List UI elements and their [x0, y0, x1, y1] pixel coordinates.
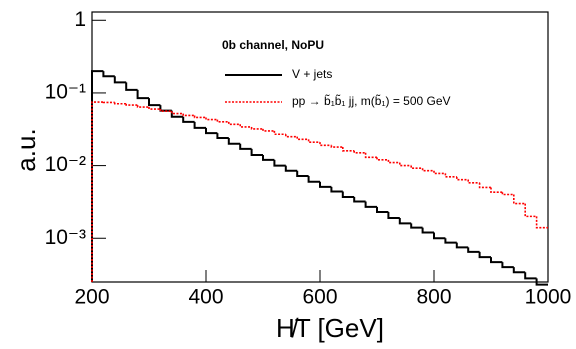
- hist-step: [193, 115, 206, 119]
- hist-step: [433, 170, 446, 175]
- hist-step: [444, 173, 457, 178]
- hist-step: [307, 139, 320, 143]
- x-tick-label: 800: [416, 286, 451, 309]
- hist-step: [250, 126, 263, 130]
- hist-step: [239, 143, 252, 150]
- hist-step: [227, 137, 241, 145]
- hist-step: [387, 211, 400, 220]
- hist-step: [444, 238, 457, 244]
- hist-step: [125, 103, 138, 106]
- hist-step: [341, 191, 355, 198]
- hist-step: [182, 116, 195, 123]
- x-tick-label: 600: [302, 286, 337, 309]
- y-tick-label: 10⁻¹: [45, 80, 86, 103]
- hist-step: [216, 119, 229, 123]
- x-tick-label: 400: [188, 286, 223, 309]
- hist-step: [136, 105, 149, 108]
- hist-step: [182, 113, 195, 117]
- hist-step: [136, 89, 149, 100]
- hist-step: [273, 130, 286, 136]
- hist-step: [330, 145, 343, 148]
- hist-step: [421, 168, 434, 172]
- hist-step: [319, 142, 332, 147]
- hist-step: [216, 133, 229, 139]
- hist-step: [501, 192, 514, 196]
- hist-step: [478, 251, 491, 259]
- hist-step: [501, 262, 514, 269]
- hist-step: [421, 227, 434, 234]
- hist-step: [399, 162, 412, 167]
- hist-step: [193, 121, 206, 129]
- y-tick-label: 1: [74, 8, 86, 31]
- x-axis-label: H̸T [GeV]: [276, 313, 384, 343]
- hist-step: [284, 165, 298, 172]
- hist-step: [307, 175, 320, 183]
- hist-step: [262, 128, 275, 132]
- hist-step: [330, 186, 343, 193]
- hist-step: [205, 127, 218, 135]
- hist-step: [296, 136, 309, 141]
- hist-step: [376, 206, 389, 213]
- hist-step: [319, 181, 332, 188]
- hist-step: [159, 109, 172, 113]
- x-tick-label: 200: [74, 286, 109, 309]
- hist-step: [524, 203, 537, 218]
- hist-step: [171, 111, 184, 115]
- hist-step: [250, 148, 263, 156]
- hist-step: [296, 170, 309, 177]
- hist-step: [273, 159, 286, 167]
- y-axis-label: a.u.: [11, 128, 41, 171]
- hist-step: [433, 232, 446, 240]
- hist-step: [490, 187, 503, 194]
- hist-step: [490, 257, 503, 264]
- hist-step: [398, 218, 412, 225]
- hist-step: [364, 201, 377, 208]
- hist-step: [125, 82, 138, 91]
- hist-step: [467, 179, 480, 184]
- x-tick-label: 1000: [525, 286, 572, 309]
- hist-step: [353, 150, 366, 154]
- hist-step: [467, 247, 480, 253]
- hist-step: [535, 216, 548, 229]
- hist-step: [205, 117, 218, 121]
- hist-step: [159, 105, 172, 112]
- hist-step: [456, 176, 469, 181]
- hist-step: [262, 154, 275, 161]
- y-tick-label: 10⁻³: [45, 226, 86, 249]
- hist-step: [113, 76, 127, 84]
- hist-step: [148, 98, 161, 107]
- legend-label: V + jets: [292, 67, 332, 81]
- hist-step: [512, 267, 526, 274]
- hist-step: [387, 159, 400, 164]
- hist-step: [91, 101, 104, 282]
- hist-step: [364, 152, 377, 159]
- hist-step: [148, 107, 161, 110]
- hist-step: [535, 278, 548, 286]
- hist-step: [353, 196, 366, 203]
- legend-label: pp → b̃₁b̃₁ jj, m(b̃₁) = 500 GeV: [292, 93, 451, 108]
- annotation: 0b channel, NoPU: [222, 38, 324, 52]
- hist-step: [239, 124, 252, 128]
- hist-step: [410, 165, 423, 170]
- y-tick-label: 10⁻²: [45, 153, 86, 176]
- hist-step: [410, 223, 423, 229]
- hist-step: [455, 242, 469, 249]
- hist-step: [524, 272, 537, 280]
- hist-step: [342, 147, 355, 152]
- plot-frame: [91, 11, 549, 283]
- hist-step: [513, 194, 526, 205]
- hist-step: [102, 71, 115, 78]
- hist-step: [228, 121, 241, 126]
- hist-step: [478, 182, 491, 189]
- hist-step: [376, 157, 389, 161]
- hist-step: [285, 134, 298, 138]
- hist-step: [114, 102, 127, 105]
